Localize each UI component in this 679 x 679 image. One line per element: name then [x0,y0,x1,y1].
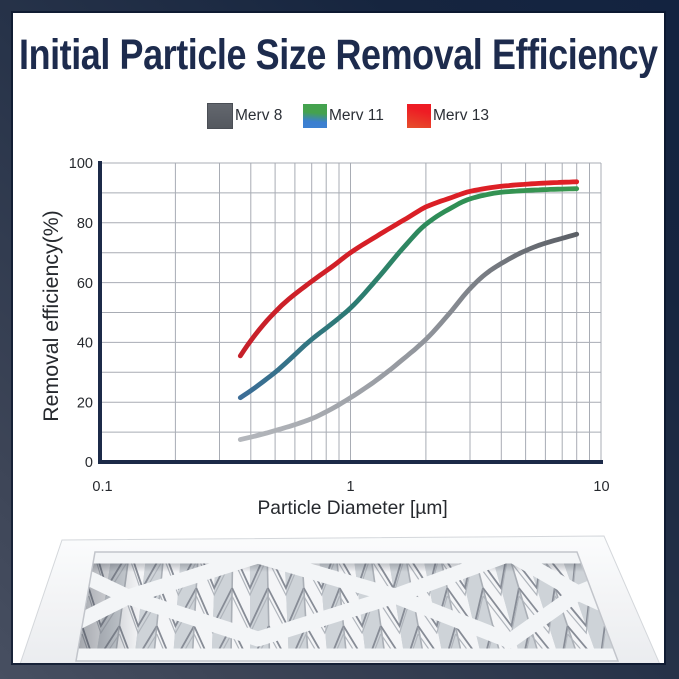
svg-text:100: 100 [69,156,93,172]
svg-text:1: 1 [346,479,354,495]
svg-text:0: 0 [85,455,93,471]
svg-text:80: 80 [77,216,93,232]
svg-text:0.1: 0.1 [92,479,112,495]
svg-text:40: 40 [77,336,93,352]
svg-text:Particle Diameter [µm]: Particle Diameter [µm] [258,498,448,519]
svg-text:60: 60 [77,276,93,292]
svg-text:Removal efficiency(%): Removal efficiency(%) [39,210,63,421]
svg-text:20: 20 [77,395,93,411]
svg-text:10: 10 [593,479,609,495]
